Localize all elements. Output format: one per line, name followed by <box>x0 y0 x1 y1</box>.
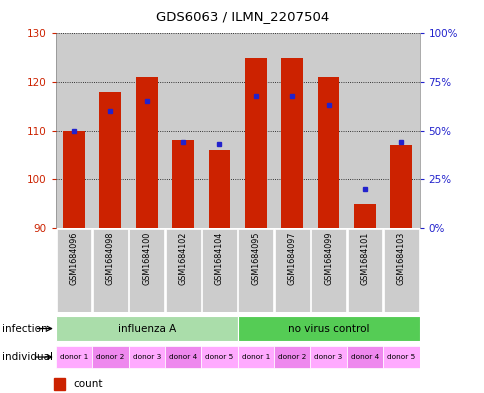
Bar <box>238 229 272 312</box>
Bar <box>273 33 310 228</box>
Bar <box>92 33 128 228</box>
Text: donor 2: donor 2 <box>96 354 124 360</box>
Bar <box>128 33 165 228</box>
Text: individual: individual <box>2 352 53 362</box>
Text: influenza A: influenza A <box>117 323 176 334</box>
Bar <box>56 33 92 228</box>
Bar <box>317 77 339 228</box>
Text: GSM1684096: GSM1684096 <box>69 231 78 285</box>
Bar <box>208 150 230 228</box>
Bar <box>165 346 201 368</box>
Bar <box>92 229 127 312</box>
Bar <box>237 346 273 368</box>
Bar <box>310 33 346 228</box>
Bar <box>99 92 121 228</box>
Bar <box>244 58 266 228</box>
Text: no virus control: no virus control <box>287 323 369 334</box>
Text: GSM1684102: GSM1684102 <box>178 231 187 285</box>
Bar <box>382 33 419 228</box>
Text: GSM1684097: GSM1684097 <box>287 231 296 285</box>
Text: GSM1684100: GSM1684100 <box>142 231 151 285</box>
Bar <box>310 346 346 368</box>
Bar <box>128 346 165 368</box>
Text: donor 5: donor 5 <box>205 354 233 360</box>
Bar <box>201 229 236 312</box>
Text: donor 5: donor 5 <box>386 354 415 360</box>
Bar <box>56 346 92 368</box>
Bar <box>237 316 419 341</box>
Text: infection: infection <box>2 323 48 334</box>
Bar <box>390 145 411 228</box>
Bar <box>53 378 65 390</box>
Bar <box>165 229 200 312</box>
Bar <box>383 229 418 312</box>
Bar <box>281 58 302 228</box>
Text: count: count <box>73 379 102 389</box>
Bar <box>310 229 345 312</box>
Bar <box>382 346 419 368</box>
Bar <box>353 204 375 228</box>
Text: GSM1684098: GSM1684098 <box>106 231 115 285</box>
Bar <box>347 229 381 312</box>
Bar <box>129 229 164 312</box>
Text: donor 3: donor 3 <box>132 354 161 360</box>
Text: GDS6063 / ILMN_2207504: GDS6063 / ILMN_2207504 <box>155 10 329 23</box>
Text: GSM1684095: GSM1684095 <box>251 231 260 285</box>
Text: GSM1684103: GSM1684103 <box>396 231 405 285</box>
Text: donor 3: donor 3 <box>314 354 342 360</box>
Bar <box>56 316 237 341</box>
Bar <box>56 229 91 312</box>
Text: GSM1684104: GSM1684104 <box>214 231 224 285</box>
Bar <box>346 346 382 368</box>
Bar <box>165 33 201 228</box>
Bar <box>201 33 237 228</box>
Text: donor 4: donor 4 <box>168 354 197 360</box>
Bar <box>274 229 309 312</box>
Text: GSM1684101: GSM1684101 <box>360 231 369 285</box>
Bar <box>201 346 237 368</box>
Bar <box>92 346 128 368</box>
Text: donor 4: donor 4 <box>350 354 378 360</box>
Text: donor 2: donor 2 <box>277 354 306 360</box>
Bar <box>63 130 85 228</box>
Bar <box>136 77 157 228</box>
Bar <box>237 33 273 228</box>
Bar <box>346 33 382 228</box>
Text: GSM1684099: GSM1684099 <box>323 231 333 285</box>
Bar <box>172 140 194 228</box>
Bar <box>273 346 310 368</box>
Text: donor 1: donor 1 <box>241 354 270 360</box>
Text: donor 1: donor 1 <box>60 354 88 360</box>
